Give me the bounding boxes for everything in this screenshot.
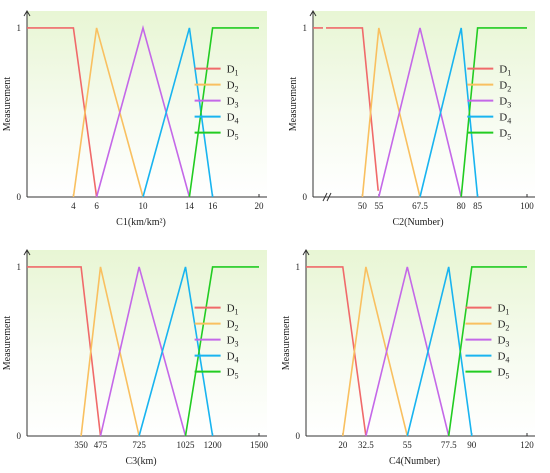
legend-label-d3: D3: [227, 335, 239, 349]
x-tick-label: 10: [139, 201, 149, 211]
legend-label-d3: D3: [227, 96, 239, 110]
legend-label-d2: D2: [227, 319, 239, 333]
legend-label-d5: D5: [499, 128, 511, 142]
y-tick-label: 1: [303, 23, 308, 33]
x-tick-label: 16: [208, 201, 218, 211]
series-line-d4: [138, 266, 214, 437]
y-tick-label: 1: [17, 262, 22, 272]
axis-break-mark: [326, 192, 332, 202]
series-line-d1: [27, 27, 98, 198]
legend-label-d4: D4: [499, 112, 511, 126]
series-line-d3: [365, 266, 450, 437]
series-line-d5: [188, 27, 259, 198]
x-tick-label: 77.5: [441, 440, 457, 450]
chart-panel-3: 0 1 350 475 725 1025 1200 1500 C3(km) Measurement…: [2, 249, 269, 467]
x-tick-label: 1200: [204, 440, 223, 450]
x-axis-label: C3(km): [125, 456, 156, 467]
legend-label-d2: D2: [497, 319, 509, 333]
legend-label-d5: D5: [227, 128, 239, 142]
x-tick-label: 100: [520, 201, 534, 211]
x-tick-label: 1500: [250, 440, 269, 450]
x-tick-label: 4: [71, 201, 76, 211]
series-line-d5: [460, 27, 527, 198]
series-line-d5: [447, 266, 527, 437]
x-tick-label: 55: [403, 440, 413, 450]
series-line-d4: [406, 266, 473, 437]
x-tick-label: 475: [94, 440, 108, 450]
x-tick-label: 32.5: [358, 440, 374, 450]
y-tick-label: 0: [303, 192, 308, 202]
axis-break-mark: [322, 192, 328, 202]
x-tick-label: 20: [255, 201, 265, 211]
y-axis-label: Measurement: [288, 77, 299, 132]
y-tick-label: 1: [296, 262, 301, 272]
series-line-d3: [378, 27, 462, 198]
x-axis-label: C2(Number): [392, 217, 443, 228]
y-axis-arrow: [302, 249, 310, 256]
legend-label-d5: D5: [497, 367, 509, 381]
series-line-d1: [306, 266, 367, 437]
series-line-d4: [419, 27, 479, 198]
x-tick-label: 90: [467, 440, 477, 450]
legend-label-d3: D3: [497, 335, 509, 349]
series-line-d2: [72, 27, 144, 198]
series-line-d5: [184, 266, 259, 437]
x-tick-label: 67.5: [412, 201, 428, 211]
x-tick-label: 6: [94, 201, 99, 211]
chart-panel-2: 0 1 50 55 67.5 80 85 100 C2(Number) Measurement D1…: [288, 10, 535, 228]
y-axis-arrow: [309, 10, 317, 17]
legend-label-d2: D2: [227, 80, 239, 94]
x-tick-label: 85: [473, 201, 483, 211]
legend-label-d1: D1: [227, 64, 239, 78]
x-tick-label: 725: [132, 440, 146, 450]
series-line-d1: [27, 266, 102, 437]
x-tick-label: 55: [374, 201, 384, 211]
legend-label-d1: D1: [497, 303, 509, 317]
series-line-d2: [80, 266, 140, 437]
legend-label-d3: D3: [499, 96, 511, 110]
x-tick-label: 80: [457, 201, 467, 211]
series-line-d1: [313, 27, 380, 198]
legend-label-d2: D2: [499, 80, 511, 94]
series-line-d3: [99, 266, 187, 437]
x-tick-label: 120: [520, 440, 534, 450]
legend-label-d1: D1: [499, 64, 511, 78]
legend-label-d1: D1: [227, 303, 239, 317]
x-axis-label: C4(Number): [389, 456, 440, 467]
legend-label-d4: D4: [497, 351, 509, 365]
y-axis-arrow: [23, 10, 31, 17]
chart-panel-1: 014 6 10 14 16 20C1(km/km²)MeasurementD1D2D3D…: [2, 10, 267, 228]
legend-label-d4: D4: [227, 351, 239, 365]
x-tick-label: 1025: [177, 440, 196, 450]
legend-label-d4: D4: [227, 112, 239, 126]
y-tick-label: 0: [17, 431, 22, 441]
y-tick-label: 0: [296, 431, 301, 441]
y-axis-label: Measurement: [281, 316, 292, 371]
y-axis-arrow: [23, 249, 31, 256]
x-axis-label: C1(km/km²): [116, 217, 166, 228]
series-line-d2: [361, 27, 421, 198]
series-line-d2: [342, 266, 409, 437]
y-axis-label: Measurement: [2, 77, 13, 132]
x-tick-label: 350: [74, 440, 88, 450]
x-tick-label: 50: [358, 201, 368, 211]
series-line-d4: [142, 27, 214, 198]
series-line-d3: [95, 24, 191, 198]
x-tick-label: 14: [185, 201, 195, 211]
y-axis-label: Measurement: [2, 316, 13, 371]
x-tick-label: 20: [338, 440, 348, 450]
y-tick-label: 1: [17, 23, 22, 33]
legend-label-d5: D5: [227, 367, 239, 381]
y-tick-label: 0: [17, 192, 22, 202]
